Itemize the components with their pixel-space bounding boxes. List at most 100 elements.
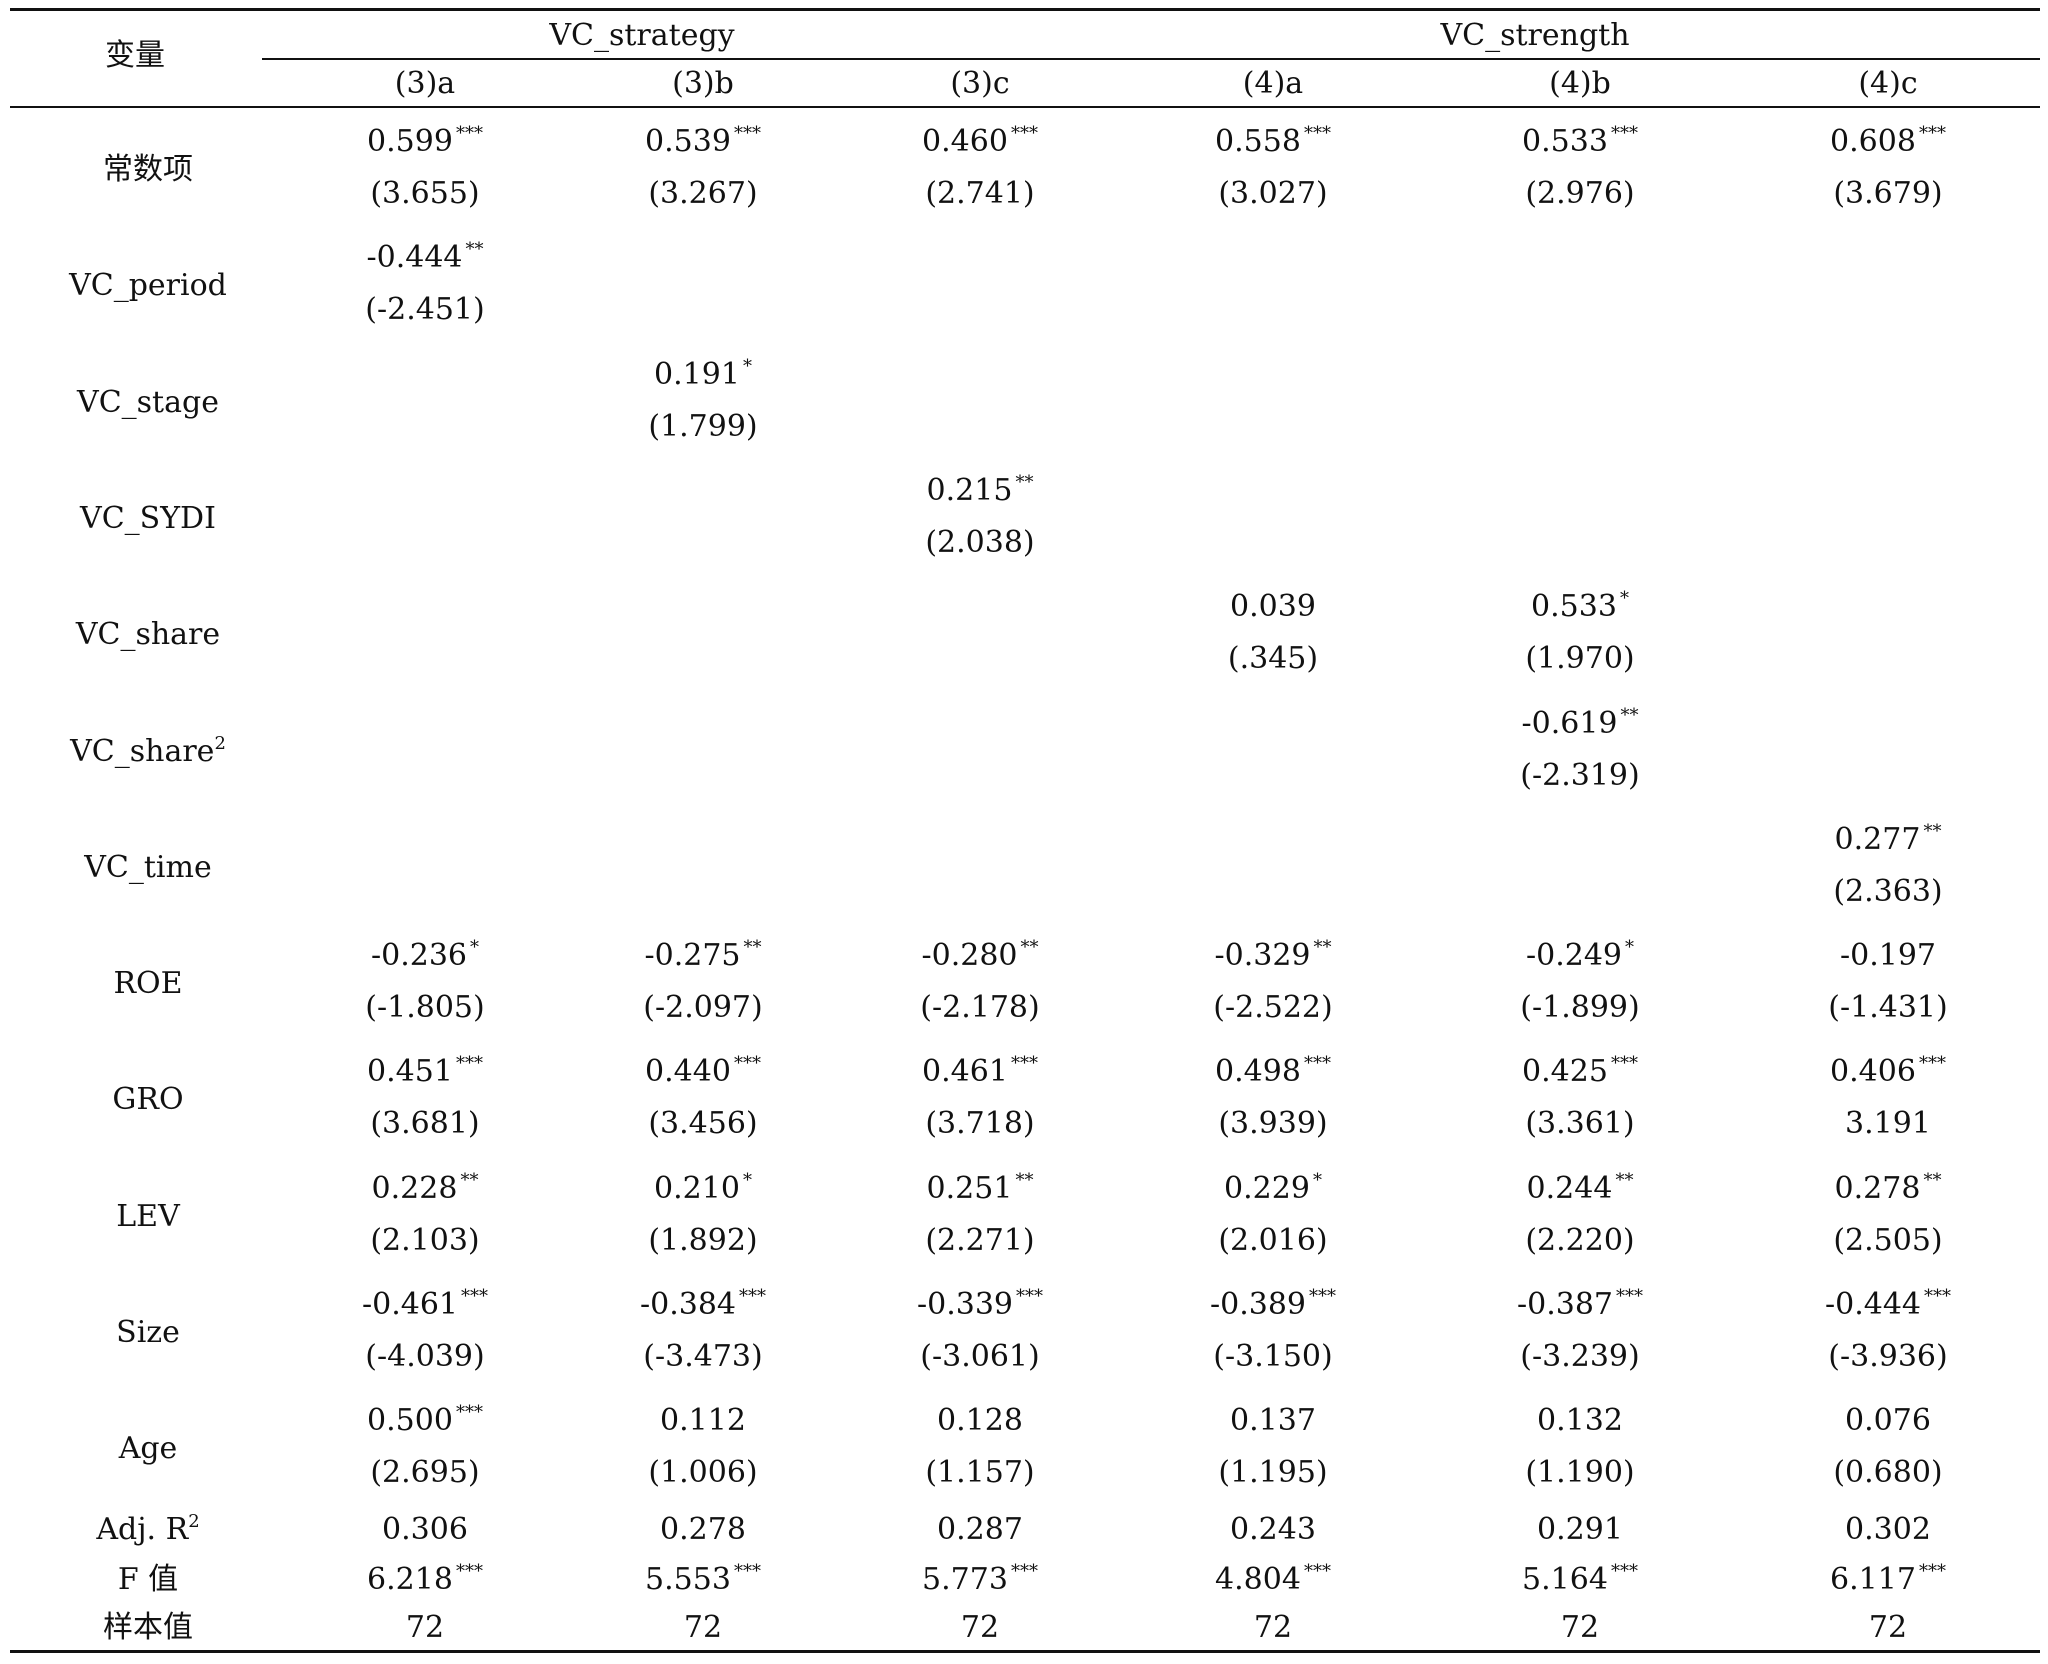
t-value-cell: (3.267) — [648, 176, 758, 211]
coefficient-cell: -0.444 ** — [366, 239, 484, 276]
group-underline — [262, 58, 2040, 60]
t-value-cell: (1.799) — [648, 408, 758, 444]
coefficient-cell: 0.229 * — [1224, 1169, 1322, 1206]
significance-stars: *** — [455, 1402, 483, 1424]
significance-stars: ** — [1615, 1169, 1634, 1191]
header-rule — [10, 106, 2040, 108]
summary-cell: 6.117 *** — [1830, 1561, 1946, 1597]
coefficient-cell: 0.076 — [1845, 1403, 1931, 1439]
coefficient-cell: 0.278 ** — [1834, 1169, 1942, 1206]
coefficient-cell: 0.498 *** — [1215, 1053, 1331, 1090]
summary-cell: 72 — [1868, 1610, 1908, 1645]
significance-stars: *** — [455, 1561, 483, 1582]
significance-stars: * — [1312, 1169, 1322, 1191]
coefficient-cell: -0.339 *** — [916, 1286, 1044, 1322]
t-value-cell: (-3.150) — [1213, 1339, 1333, 1374]
summary-cell: 0.306 — [382, 1512, 468, 1547]
column-header: (3)a — [394, 66, 456, 101]
coefficient-cell: -0.619 ** — [1521, 704, 1639, 741]
group-header-vc-strategy: VC_strategy — [549, 18, 735, 53]
summary-cell: 72 — [1253, 1610, 1293, 1645]
coefficient-cell: 0.039 — [1230, 589, 1316, 625]
significance-stars: *** — [739, 1286, 767, 1307]
significance-stars: *** — [1016, 1286, 1044, 1307]
significance-stars: *** — [1309, 1286, 1337, 1307]
t-value-cell: (-2.178) — [920, 990, 1040, 1026]
t-value-cell: (-1.431) — [1828, 990, 1948, 1026]
coefficient-cell: 0.533 * — [1531, 588, 1629, 625]
coefficient-cell: 0.451 *** — [367, 1053, 483, 1090]
row-label: VC_time — [84, 849, 212, 885]
coefficient-cell: 0.132 — [1537, 1403, 1623, 1439]
coefficient-cell: 0.215 ** — [926, 471, 1034, 508]
summary-cell: 0.287 — [937, 1512, 1023, 1547]
coefficient-cell: -0.197 — [1839, 938, 1937, 974]
summary-cell: 72 — [960, 1610, 1000, 1645]
significance-stars: *** — [455, 1053, 483, 1075]
t-value-cell: (-1.899) — [1520, 990, 1640, 1026]
coefficient-cell: 0.191 * — [654, 355, 752, 392]
t-value-cell: (2.505) — [1833, 1222, 1943, 1258]
t-value-cell: (1.157) — [925, 1455, 1035, 1491]
coefficient-cell: -0.280 ** — [921, 937, 1039, 974]
significance-stars: * — [742, 355, 752, 377]
column-header: (3)b — [672, 66, 734, 101]
row-label: LEV — [116, 1198, 180, 1234]
t-value-cell: (-2.319) — [1520, 757, 1640, 793]
coefficient-cell: 0.128 — [937, 1403, 1023, 1439]
t-value-cell: (2.016) — [1218, 1222, 1328, 1258]
significance-stars: *** — [1610, 1561, 1638, 1582]
coefficient-cell: 0.277 ** — [1834, 820, 1942, 857]
t-value-cell: (-1.805) — [365, 990, 485, 1026]
t-value-cell: (-2.522) — [1213, 990, 1333, 1026]
t-value-cell: (2.363) — [1833, 873, 1943, 909]
significance-stars: *** — [1010, 1053, 1038, 1075]
t-value-cell: (1.190) — [1525, 1455, 1635, 1491]
row-label: Size — [116, 1315, 180, 1350]
significance-stars: ** — [1313, 937, 1332, 959]
significance-stars: ** — [1015, 471, 1034, 493]
significance-stars: *** — [1303, 1053, 1331, 1075]
t-value-cell: (3.456) — [648, 1106, 758, 1142]
summary-label: Adj. R2 — [96, 1511, 200, 1547]
significance-stars: * — [1625, 937, 1635, 959]
coefficient-cell: -0.387 *** — [1516, 1286, 1644, 1322]
t-value-cell: (1.006) — [648, 1455, 758, 1491]
t-value-cell: (3.655) — [370, 176, 480, 211]
t-value-cell: (3.681) — [370, 1106, 480, 1142]
row-label: VC_SYDI — [80, 500, 216, 536]
coefficient-cell: -0.275 ** — [644, 937, 762, 974]
group-header-vc-strength: VC_strength — [1440, 18, 1630, 53]
row-label: 常数项 — [103, 152, 193, 187]
coefficient-cell: -0.444 *** — [1824, 1286, 1952, 1322]
row-label: VC_period — [69, 268, 227, 304]
coefficient-cell: 0.608 *** — [1830, 123, 1946, 159]
significance-stars: *** — [1010, 123, 1038, 144]
coefficient-cell: 0.244 ** — [1526, 1169, 1634, 1206]
significance-stars: *** — [461, 1286, 489, 1307]
summary-cell: 4.804 *** — [1215, 1561, 1331, 1597]
significance-stars: *** — [455, 123, 483, 144]
coefficient-cell: 0.406 *** — [1830, 1053, 1946, 1090]
coefficient-cell: 0.251 ** — [926, 1169, 1034, 1206]
t-value-cell: (3.027) — [1218, 176, 1328, 211]
significance-stars: *** — [1924, 1286, 1952, 1307]
column-header: (4)b — [1549, 66, 1611, 101]
bottom-rule — [10, 1650, 2040, 1653]
coefficient-cell: 0.461 *** — [922, 1053, 1038, 1090]
superscript: 2 — [214, 732, 226, 754]
top-rule — [10, 8, 2040, 11]
row-label: VC_share — [75, 617, 221, 653]
t-value-cell: (-3.473) — [643, 1339, 763, 1374]
summary-cell: 0.243 — [1230, 1512, 1316, 1547]
t-value-cell: (1.892) — [648, 1222, 758, 1258]
t-value-cell: (2.976) — [1525, 176, 1635, 211]
t-value-cell: (3.718) — [925, 1106, 1035, 1142]
significance-stars: ** — [1015, 1169, 1034, 1191]
significance-stars: *** — [1918, 1053, 1946, 1075]
significance-stars: *** — [1616, 1286, 1644, 1307]
t-value-cell: (-3.061) — [920, 1339, 1040, 1374]
t-value-cell: 3.191 — [1845, 1106, 1931, 1142]
significance-stars: *** — [1610, 1053, 1638, 1075]
